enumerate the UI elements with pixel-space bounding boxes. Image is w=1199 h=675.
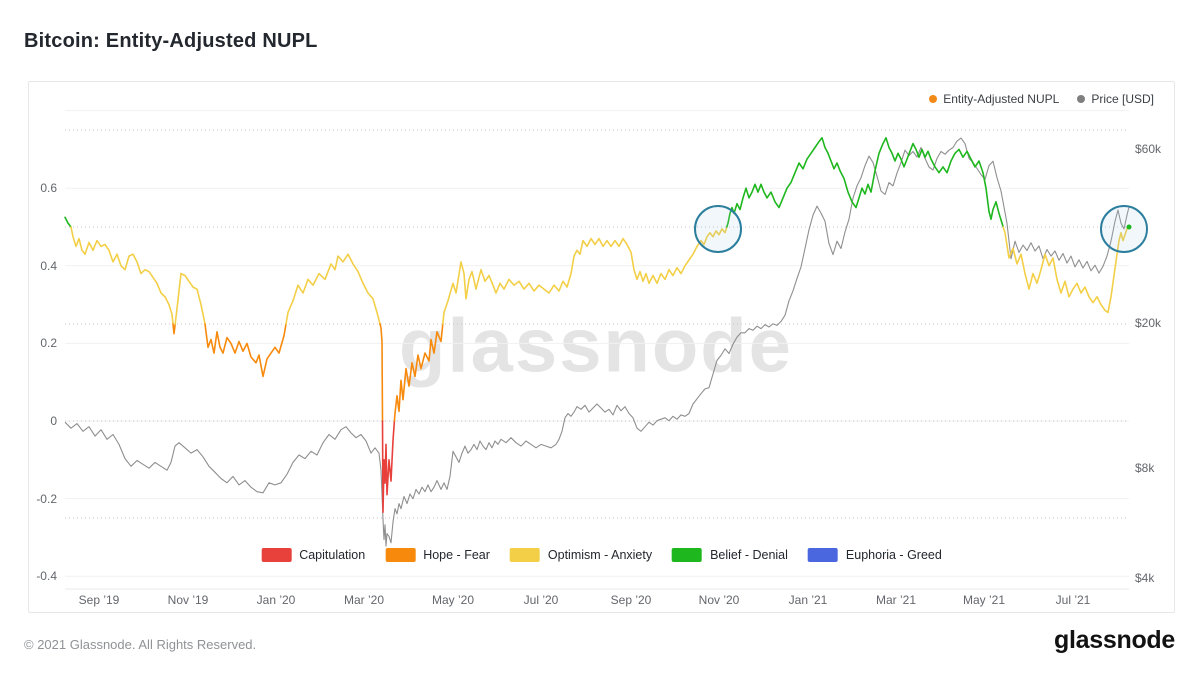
nupl-line-hope-fear bbox=[393, 323, 444, 422]
axis-tick-label: $8k bbox=[1135, 461, 1155, 476]
zone-label: Hope - Fear bbox=[423, 548, 490, 562]
glassnode-logo: glassnode bbox=[1054, 626, 1175, 654]
axis-tick-label: Nov ’19 bbox=[167, 593, 209, 607]
annotation-circle bbox=[1100, 205, 1148, 253]
page-title: Bitcoin: Entity-Adjusted NUPL bbox=[24, 30, 318, 52]
zone-legend-item[interactable]: Euphoria - Greed bbox=[807, 548, 942, 562]
zone-legend-item[interactable]: Capitulation bbox=[261, 548, 365, 562]
zone-swatch-icon bbox=[261, 548, 292, 562]
axis-tick-label: 0.6 bbox=[40, 181, 57, 196]
zone-legend-item[interactable]: Optimism - Anxiety bbox=[509, 548, 653, 562]
legend-label: Price [USD] bbox=[1091, 92, 1154, 106]
price-line bbox=[64, 137, 1130, 547]
chart-panel: glassnode Entity-Adjusted NUPL Price [USD… bbox=[28, 81, 1175, 613]
axis-tick-label: Sep ’19 bbox=[78, 593, 120, 607]
zone-legend-item[interactable]: Hope - Fear bbox=[385, 548, 490, 562]
legend-dot-icon bbox=[929, 95, 938, 103]
axis-tick-label: Nov ’20 bbox=[698, 593, 740, 607]
axis-tick-label: Jan ’21 bbox=[788, 593, 828, 607]
nupl-line-belief-denial bbox=[64, 216, 72, 228]
nupl-line-optimism-anxiety bbox=[70, 226, 174, 325]
zone-label: Belief - Denial bbox=[710, 548, 788, 562]
axis-tick-label: Jul ’20 bbox=[523, 593, 559, 607]
zone-label: Optimism - Anxiety bbox=[547, 548, 653, 562]
zone-label: Capitulation bbox=[299, 548, 366, 562]
axis-tick-label: Sep ’20 bbox=[610, 593, 652, 607]
nupl-line-hope-fear bbox=[204, 323, 287, 378]
axis-tick-label: 0.4 bbox=[40, 258, 57, 273]
zone-swatch-icon bbox=[672, 548, 703, 562]
axis-tick-label: Mar ’21 bbox=[875, 593, 916, 607]
zone-swatch-icon bbox=[807, 548, 838, 562]
axis-tick-label: -0.2 bbox=[36, 491, 57, 506]
legend-label: Entity-Adjusted NUPL bbox=[943, 92, 1060, 106]
nupl-line-capitulation bbox=[381, 420, 396, 513]
zone-legend: Capitulation Hope - Fear Optimism - Anxiet… bbox=[261, 548, 942, 562]
legend-item[interactable]: Price [USD] bbox=[1077, 92, 1154, 106]
axis-tick-label: Jul ’21 bbox=[1055, 593, 1091, 607]
axis-tick-label: $20k bbox=[1135, 316, 1162, 330]
nupl-line-optimism-anxiety bbox=[1002, 226, 1130, 314]
axis-tick-label: May ’20 bbox=[431, 593, 475, 607]
legend-item[interactable]: Entity-Adjusted NUPL bbox=[929, 92, 1059, 106]
nupl-line-hope-fear bbox=[379, 323, 384, 422]
series-legend: Entity-Adjusted NUPL Price [USD] bbox=[929, 92, 1154, 106]
legend-dot-icon bbox=[1077, 95, 1086, 103]
axis-tick-label: -0.4 bbox=[36, 569, 57, 584]
axis-tick-label: May ’21 bbox=[962, 593, 1006, 607]
nupl-line-optimism-anxiety bbox=[285, 253, 381, 325]
axis-tick-label: $4k bbox=[1135, 571, 1155, 586]
axis-tick-label: 0.2 bbox=[40, 336, 57, 351]
glassnode-watermark: glassnode bbox=[399, 303, 793, 389]
axis-tick-label: $60k bbox=[1135, 141, 1162, 156]
nupl-line-optimism-anxiety bbox=[174, 272, 206, 325]
zone-label: Euphoria - Greed bbox=[845, 548, 942, 562]
zone-swatch-icon bbox=[509, 548, 540, 562]
zone-swatch-icon bbox=[385, 548, 416, 562]
annotation-circle bbox=[694, 205, 742, 253]
nupl-line-hope-fear bbox=[172, 323, 176, 335]
last-point-dot bbox=[1126, 224, 1132, 230]
nupl-line-optimism-anxiety bbox=[442, 226, 728, 325]
axis-tick-label: Jan ’20 bbox=[256, 593, 296, 607]
axis-tick-label: Mar ’20 bbox=[343, 593, 384, 607]
zone-legend-item[interactable]: Belief - Denial bbox=[672, 548, 788, 562]
nupl-price-chart[interactable] bbox=[29, 82, 1174, 612]
axis-tick-label: 0 bbox=[50, 414, 57, 428]
nupl-line-belief-denial bbox=[726, 137, 1004, 228]
copyright-text: © 2021 Glassnode. All Rights Reserved. bbox=[24, 637, 257, 652]
